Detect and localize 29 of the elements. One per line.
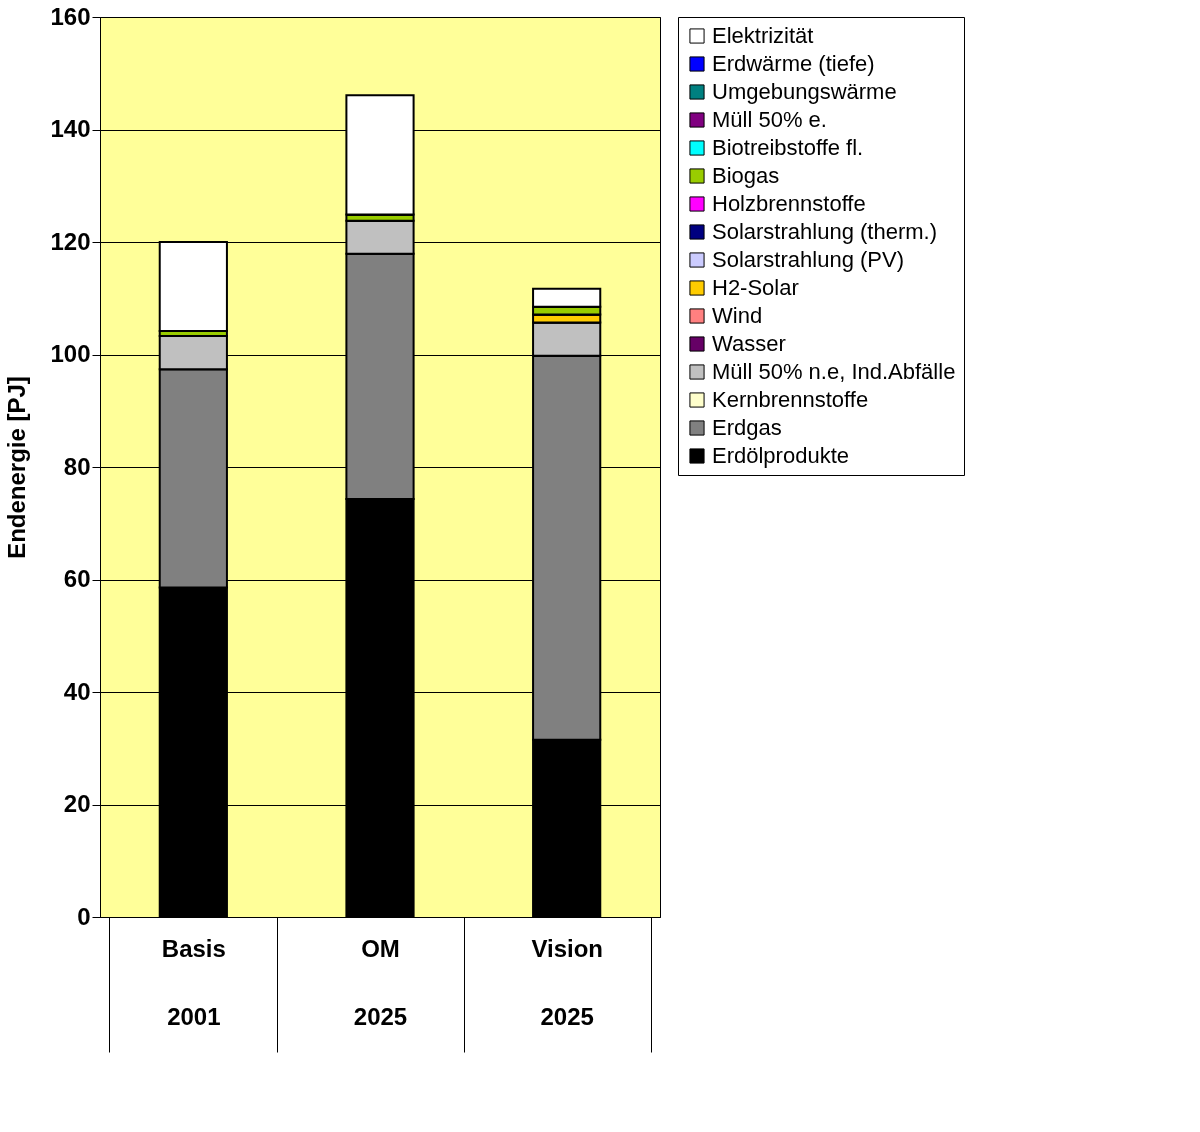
legend-label: Wind <box>712 303 763 328</box>
y-tick-label: 140 <box>50 115 91 142</box>
category-label: OM 2025 <box>353 934 408 1030</box>
y-tick-label: 120 <box>50 227 91 255</box>
y-tick-label: 80 <box>63 452 91 480</box>
legend-label: Elektrizität <box>712 23 814 48</box>
y-axis-title: Endenergie [PJ] <box>3 376 31 559</box>
category-label: Basis 2001 <box>161 934 226 1030</box>
legend-label: Erdgas <box>712 415 782 440</box>
legend-label: H2-Solar <box>712 275 799 300</box>
y-tick-label: 40 <box>63 677 91 705</box>
legend-label: Erdwärme (tiefe) <box>712 51 875 76</box>
legend-label: Solarstrahlung (therm.) <box>712 219 937 244</box>
y-tick-label: 100 <box>50 340 91 367</box>
legend-label: Umgebungswärme <box>712 79 897 104</box>
legend-label: Erdölprodukte <box>712 443 849 468</box>
legend-label: Biotreibstoffe fl. <box>712 135 864 160</box>
y-tick-label: 0 <box>77 902 91 930</box>
y-tick-label: 160 <box>50 2 91 30</box>
legend-label: Solarstrahlung (PV) <box>712 247 904 272</box>
legend-label: Müll 50% n.e, Ind.Abfälle <box>712 359 956 384</box>
y-tick-label: 20 <box>63 790 91 817</box>
y-tick-label: 60 <box>63 565 91 592</box>
legend-label: Müll 50% e. <box>712 107 827 132</box>
legend-label: Kernbrennstoffe <box>712 387 869 412</box>
category-label: Vision 2025 <box>531 934 603 1030</box>
legend-label: Biogas <box>712 163 780 188</box>
legend-label: Wasser <box>712 331 786 356</box>
legend-label: Holzbrennstoffe <box>712 191 866 216</box>
